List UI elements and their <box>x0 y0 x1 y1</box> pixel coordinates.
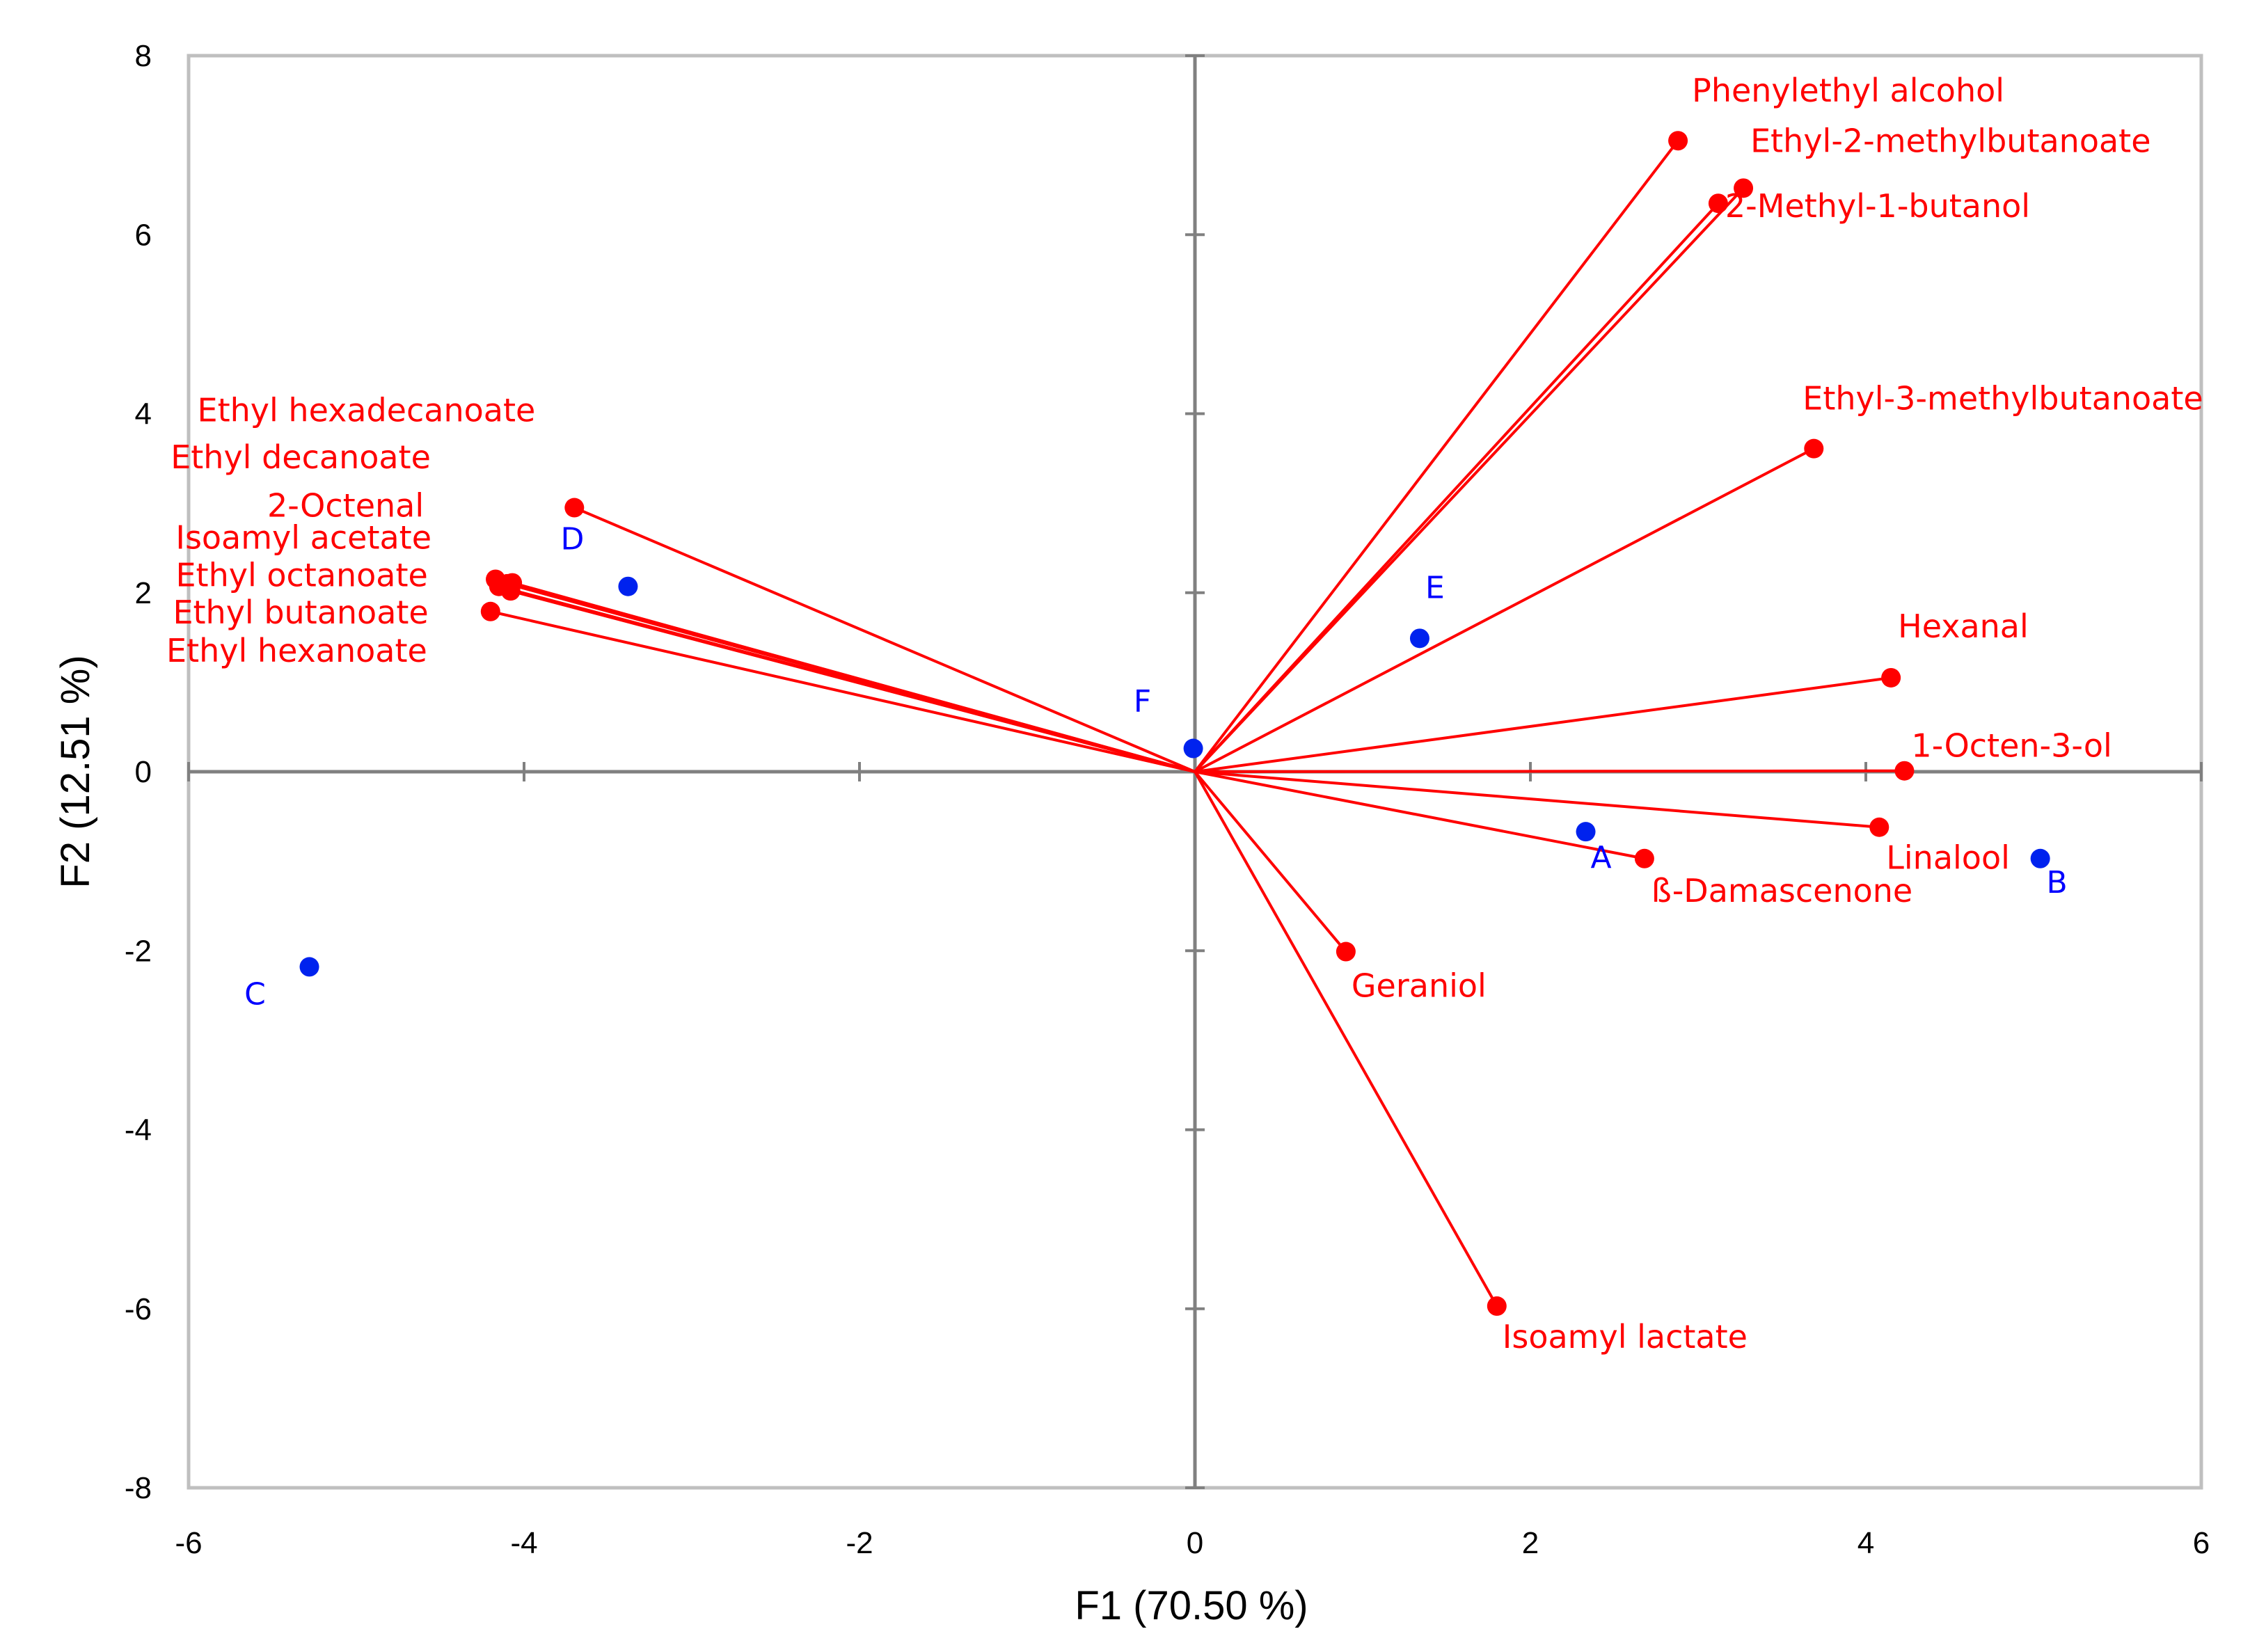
variable-point <box>1804 438 1824 459</box>
y-tick-label: -4 <box>125 1113 152 1147</box>
variable-point <box>500 581 521 601</box>
variable-vector <box>1194 770 1645 860</box>
variable-label: Ethyl hexadecanoate <box>198 392 536 429</box>
x-tick-label: 4 <box>1857 1526 1874 1560</box>
variable-point <box>1881 667 1901 688</box>
x-tick-label: 6 <box>2193 1526 2210 1560</box>
variable-point <box>1668 131 1688 151</box>
x-tick-label: -6 <box>175 1526 202 1560</box>
observation-label: A <box>1590 840 1611 875</box>
variable-label: Ethyl butanoate <box>173 594 428 631</box>
variable-point <box>480 601 500 621</box>
variable-point <box>1734 178 1754 198</box>
x-axis-title: F1 (70.50 %) <box>1075 1583 1308 1628</box>
labels-layer: Phenylethyl alcohol Ethyl-2-methylbutanoa… <box>166 72 2203 1356</box>
observation-point <box>1409 628 1429 649</box>
variable-vector <box>490 610 1196 773</box>
variable-vector <box>573 506 1196 773</box>
variable-label: Linalool <box>1886 839 2010 877</box>
variable-vector <box>510 589 1196 773</box>
variable-vector <box>1194 139 1679 773</box>
variable-point <box>1487 1296 1507 1316</box>
variable-vector <box>1194 447 1815 773</box>
variable-label: ß-Damascenone <box>1651 872 1912 910</box>
variable-label: Phenylethyl alcohol <box>1692 72 2004 109</box>
variable-label: 2-Octenal <box>267 487 424 525</box>
variable-label: Ethyl-3-methylbutanoate <box>1803 380 2203 418</box>
x-tick-label: -2 <box>846 1526 873 1560</box>
observation-point <box>299 957 319 977</box>
variable-label: Ethyl-2-methylbutanoate <box>1750 122 2150 159</box>
variable-point <box>564 498 585 518</box>
observation-point <box>1576 822 1596 842</box>
y-tick-label: -6 <box>125 1292 152 1326</box>
variable-label: Ethyl hexanoate <box>166 632 427 669</box>
observation-label: E <box>1425 570 1445 605</box>
observation-point <box>618 576 638 596</box>
variable-vector <box>1194 771 1498 1307</box>
observation-label: F <box>1134 684 1151 720</box>
variable-point <box>1336 942 1356 962</box>
variable-label: Ethyl octanoate <box>175 557 427 594</box>
variable-label: Hexanal <box>1898 607 2029 645</box>
y-tick-label: 0 <box>135 755 152 789</box>
variable-vector <box>1194 770 1347 953</box>
variable-point <box>1869 817 1889 837</box>
variable-label: 2-Methyl-1-butanol <box>1725 187 2030 225</box>
variable-label: Isoamyl acetate <box>175 518 431 556</box>
y-tick-label: 4 <box>135 397 152 431</box>
variable-label: Geraniol <box>1352 967 1487 1005</box>
y-tick-label: 8 <box>135 39 152 73</box>
y-axis-title: F2 (12.51 %) <box>53 655 98 888</box>
observations-layer <box>299 576 2050 977</box>
variable-label: Ethyl decanoate <box>171 438 431 476</box>
variable-vector <box>1194 770 1880 829</box>
observation-label: B <box>2047 865 2068 900</box>
x-tick-label: 0 <box>1187 1526 1203 1560</box>
variable-vector <box>1194 202 1720 773</box>
variable-point <box>1708 193 1728 214</box>
observation-label: C <box>244 976 266 1012</box>
y-tick-label: 2 <box>135 576 152 610</box>
y-tick-label: 6 <box>135 218 152 252</box>
x-tick-label: -4 <box>510 1526 537 1560</box>
observation-label: D <box>560 522 584 557</box>
y-tick-label: -2 <box>125 934 152 968</box>
variable-point <box>1894 761 1915 781</box>
variable-label: Isoamyl lactate <box>1503 1318 1748 1356</box>
variable-label: 1-Octen-3-ol <box>1911 727 2112 765</box>
observation-point <box>2030 848 2050 868</box>
variable-vector <box>1194 676 1892 773</box>
variable-point <box>1634 848 1654 868</box>
variable-vector <box>1194 769 1905 773</box>
x-tick-label: 2 <box>1522 1526 1539 1560</box>
observation-point <box>1183 738 1203 759</box>
y-tick-label: -8 <box>125 1471 152 1505</box>
ticks-layer: -6 -4 -2 0 2 4 6 -8 -6 -4 -2 0 2 4 6 8 <box>125 39 2210 1560</box>
vectors-layer <box>480 131 1915 1316</box>
